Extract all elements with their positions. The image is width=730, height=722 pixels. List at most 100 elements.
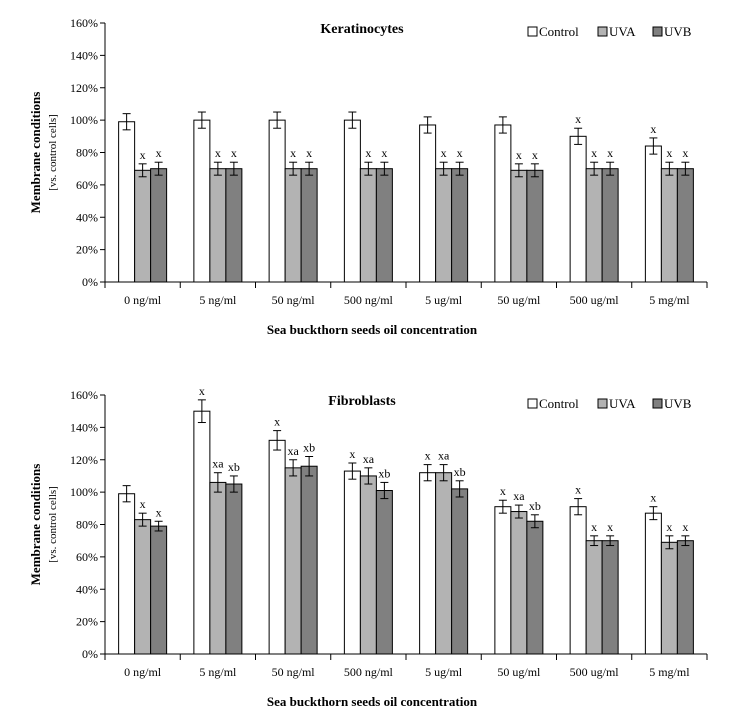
bar-control [268, 119, 286, 283]
legend-label: Control [539, 396, 579, 411]
significance-label: x [156, 146, 162, 160]
significance-label: x [441, 146, 447, 160]
bar-uva [209, 168, 227, 283]
significance-label: x [500, 484, 506, 498]
y-tick-label: 80% [76, 518, 98, 532]
legend-label: UVA [609, 396, 636, 411]
bar-uvb [601, 168, 619, 283]
significance-label: x [682, 146, 688, 160]
x-tick-label: 5 ug/ml [425, 665, 463, 679]
significance-label: x [591, 146, 597, 160]
significance-label: x [231, 146, 237, 160]
legend-swatch [597, 26, 608, 37]
significance-label: x [215, 146, 221, 160]
legend-swatch [652, 26, 663, 37]
significance-label: xa [363, 452, 375, 466]
significance-label: x [575, 483, 581, 497]
legend-swatch [597, 398, 608, 409]
bar-uvb [526, 169, 544, 283]
legend-swatch [527, 398, 538, 409]
bar-uva [134, 169, 152, 283]
bar-uva [585, 540, 603, 655]
significance-label: x [425, 449, 431, 463]
bar-uva [359, 475, 377, 655]
significance-label: x [666, 520, 672, 534]
y-tick-label: 140% [70, 48, 98, 62]
bar-uvb [150, 525, 168, 655]
x-tick-label: 5 mg/ml [649, 293, 690, 307]
bar-control [494, 124, 512, 283]
significance-label: x [607, 146, 613, 160]
x-tick-label: 50 ug/ml [497, 665, 541, 679]
legend-label: UVB [664, 24, 692, 39]
y-axis-sublabel: [vs. control cells] [47, 486, 59, 563]
x-tick-label: 50 ug/ml [497, 293, 541, 307]
chart-panel-1: 0% 20% 40% 60% 80% 100% 120% 140% 160% 0 ng/ml 5 n… [28, 16, 708, 337]
bar-uva [359, 168, 377, 283]
y-axis-label: Membrane conditions [28, 92, 43, 214]
y-tick-label: 20% [76, 615, 98, 629]
y-tick-label: 100% [70, 485, 98, 499]
x-tick-label: 500 ng/ml [344, 665, 394, 679]
significance-label: xa [438, 449, 450, 463]
significance-label: xb [454, 465, 466, 479]
x-axis-label: Sea buckthorn seeds oil concentration [267, 322, 478, 337]
significance-label: x [156, 505, 162, 519]
chart-title: Keratinocytes [320, 22, 404, 37]
bar-uvb [300, 168, 318, 283]
bar-uva [209, 481, 227, 655]
significance-label: xb [228, 460, 240, 474]
bar-uvb [225, 168, 243, 283]
significance-label: x [365, 146, 371, 160]
bar-uvb [676, 540, 694, 655]
significance-label: x [349, 447, 355, 461]
bar-control [644, 145, 662, 283]
significance-label: x [682, 520, 688, 534]
x-axis-label: Sea buckthorn seeds oil concentration [267, 694, 478, 709]
y-tick-label: 60% [76, 178, 98, 192]
bar-control [419, 472, 437, 655]
x-tick-label: 500 ng/ml [344, 293, 394, 307]
bar-uva [510, 169, 528, 283]
x-tick-label: 5 ug/ml [425, 293, 463, 307]
y-tick-label: 0% [82, 275, 98, 289]
significance-label: x [516, 148, 522, 162]
bar-uva [660, 541, 678, 655]
significance-label: x [575, 112, 581, 126]
significance-label: x [290, 146, 296, 160]
bar-control [268, 439, 286, 655]
y-tick-label: 120% [70, 81, 98, 95]
y-tick-label: 20% [76, 243, 98, 257]
significance-label: x [199, 384, 205, 398]
significance-label: x [140, 148, 146, 162]
y-tick-label: 80% [76, 146, 98, 160]
x-tick-label: 0 ng/ml [124, 293, 162, 307]
bar-control [569, 506, 587, 655]
y-tick-label: 0% [82, 647, 98, 661]
y-tick-label: 40% [76, 210, 98, 224]
bar-control [343, 470, 361, 655]
chart-panel-2: 0% 20% 40% 60% 80% 100% 120% 140% 160% 0 ng/ml 5 n… [28, 384, 708, 709]
bar-uvb [375, 490, 393, 655]
significance-label: xa [212, 457, 224, 471]
bar-uvb [451, 168, 469, 283]
y-tick-label: 120% [70, 453, 98, 467]
y-tick-label: 60% [76, 550, 98, 564]
significance-label: xb [529, 499, 541, 513]
significance-label: x [532, 148, 538, 162]
bar-uvb [601, 540, 619, 655]
y-tick-label: 40% [76, 582, 98, 596]
significance-label: x [140, 497, 146, 511]
legend-swatch [527, 26, 538, 37]
bar-uva [134, 519, 152, 655]
bar-uvb [451, 488, 469, 655]
bar-control [118, 493, 136, 655]
bar-control [193, 119, 211, 283]
legend-label: UVB [664, 396, 692, 411]
bar-uva [660, 168, 678, 283]
bar-control [569, 135, 587, 283]
x-tick-label: 500 ug/ml [570, 293, 620, 307]
bar-control [494, 506, 512, 655]
y-tick-label: 160% [70, 388, 98, 402]
bar-uva [510, 511, 528, 655]
